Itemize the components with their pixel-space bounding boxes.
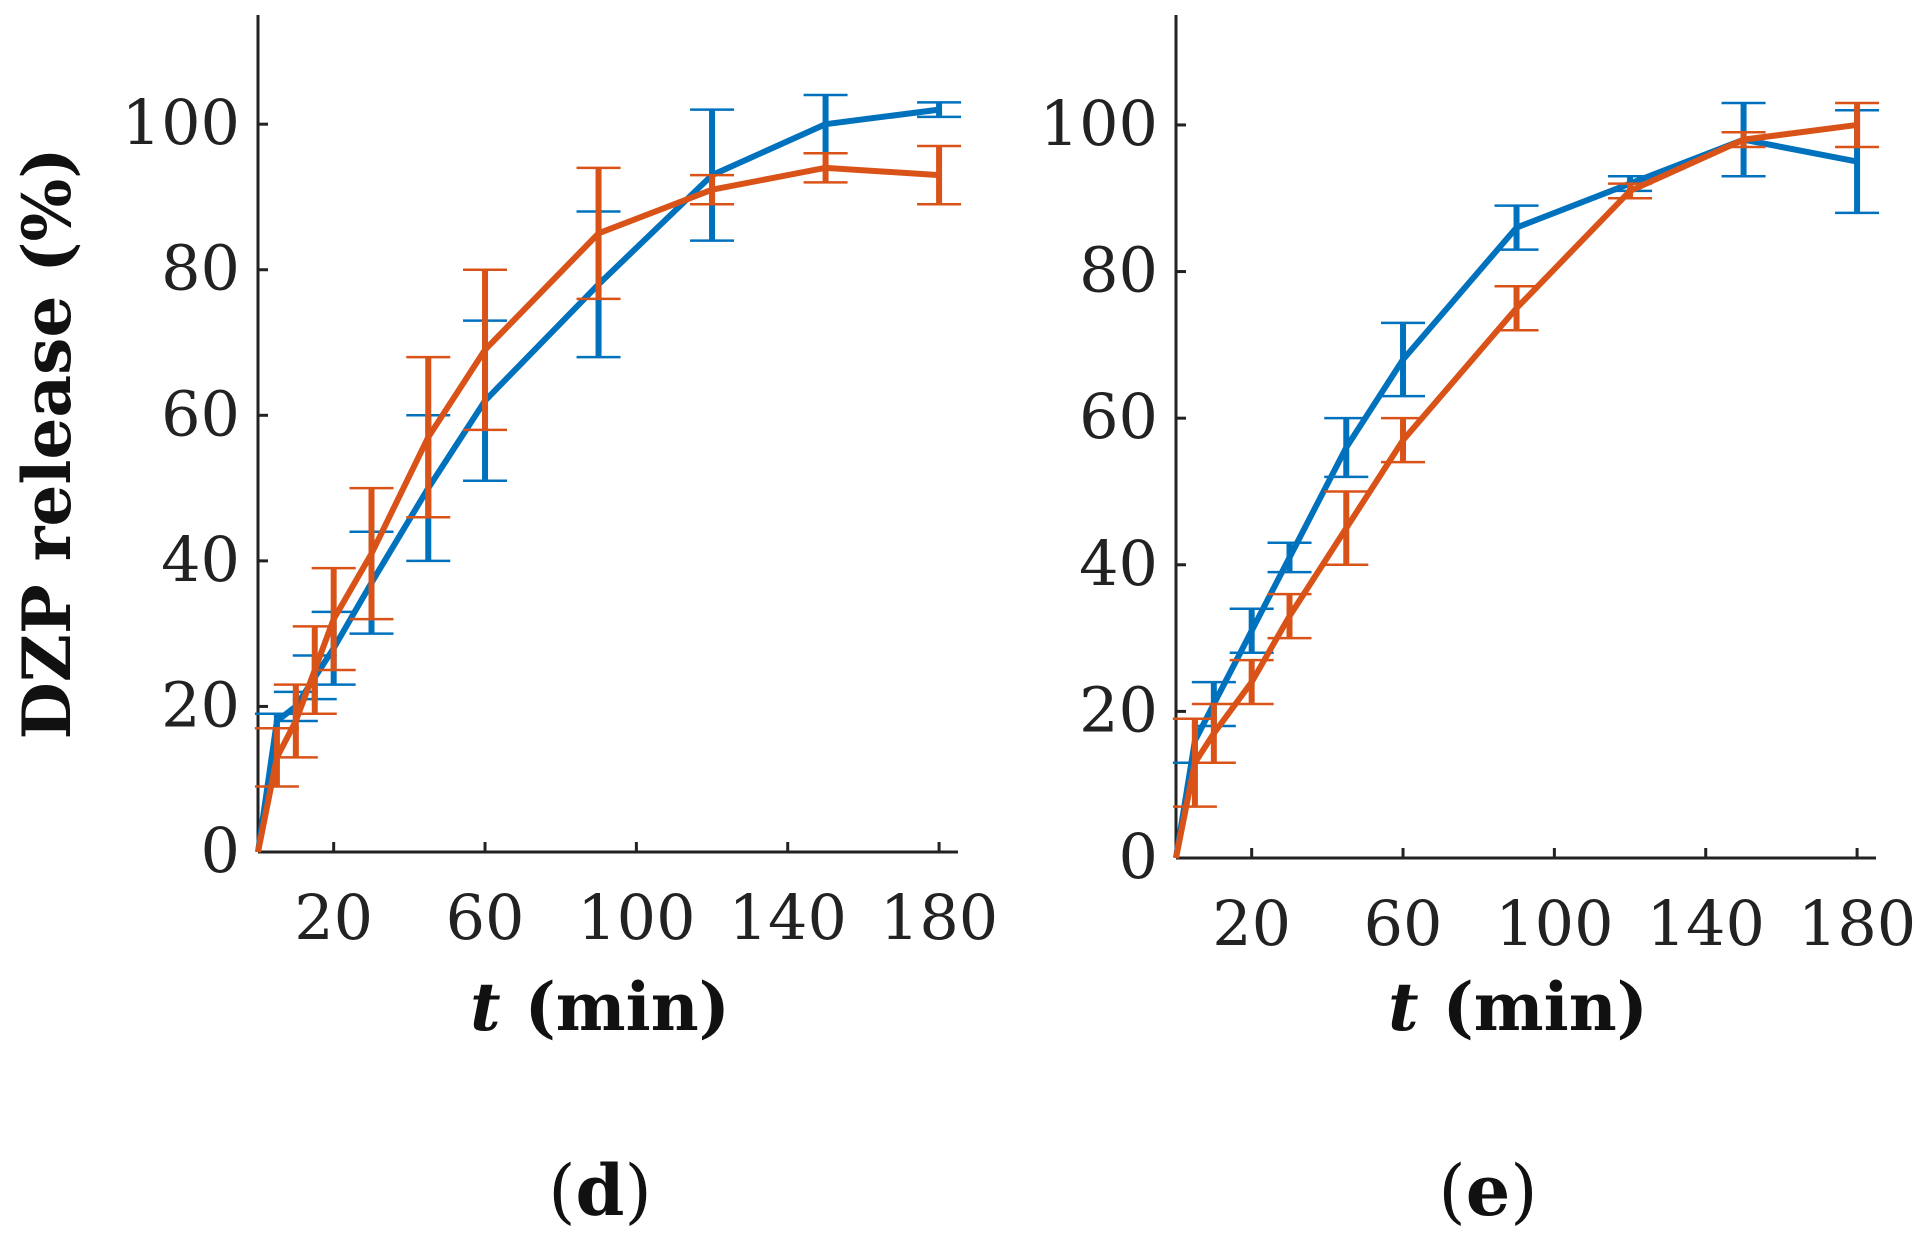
error-bar	[311, 566, 356, 672]
series-2	[254, 144, 962, 853]
y-tick-label: 20	[161, 668, 240, 741]
error-bar	[1324, 416, 1369, 479]
error-bar	[1267, 592, 1312, 640]
error-bar	[803, 152, 848, 184]
x-axis-unit: (min)	[525, 968, 730, 1046]
series-2	[1172, 101, 1880, 859]
x-axis-unit: (min)	[1443, 968, 1648, 1046]
error-bar	[1229, 607, 1274, 654]
chart-panel-d: 0 20 40 60 80 100 20 60 100 140 180 t (min) DZP relea…	[8, 15, 998, 1232]
chart-panel-e: 0 20 40 60 80 100 20 60 100 140 180 t (min) (e)	[1040, 15, 1916, 1232]
y-tick-label: 60	[161, 377, 240, 450]
y-tick-label: 100	[122, 86, 240, 159]
error-bar	[1494, 204, 1539, 251]
x-tick-label: 180	[880, 881, 998, 954]
x-axis-title: t (min)	[470, 968, 730, 1046]
error-bar	[1229, 658, 1274, 706]
y-tick-label: 80	[161, 232, 240, 305]
x-tick-label: 60	[446, 881, 525, 954]
x-tick-label: 100	[577, 881, 695, 954]
panel-label: (d)	[548, 1149, 652, 1232]
x-axis-title: t (min)	[1388, 968, 1648, 1046]
x-tick-label: 140	[1647, 887, 1765, 960]
series-1	[1172, 101, 1880, 859]
error-bar	[1494, 284, 1539, 332]
y-tick-label: 0	[1119, 820, 1158, 893]
error-bar	[463, 268, 508, 432]
error-bar	[917, 101, 962, 119]
x-axis-variable: t	[1388, 968, 1419, 1046]
error-bar	[349, 486, 394, 621]
series-1	[254, 93, 962, 853]
y-tick-label: 40	[1079, 527, 1158, 600]
y-tick-label: 60	[1079, 380, 1158, 453]
error-bar	[273, 683, 318, 759]
x-axis-variable: t	[470, 968, 501, 1046]
series-line	[255, 106, 940, 853]
y-tick-label: 20	[1079, 673, 1158, 746]
error-bar	[917, 144, 962, 206]
x-tick-label: 60	[1364, 887, 1443, 960]
error-bar	[1267, 541, 1312, 574]
error-bar	[1721, 131, 1766, 149]
panel-letter: e	[1466, 1149, 1511, 1232]
x-tick-label: 20	[1212, 887, 1291, 960]
x-tick-label: 20	[294, 881, 373, 954]
y-axis-title: DZP release (%)	[8, 148, 86, 740]
x-tick-label: 180	[1798, 887, 1916, 960]
y-tick-label: 40	[161, 523, 240, 596]
error-bar	[1608, 182, 1653, 200]
error-bar	[406, 355, 451, 519]
error-bar	[1381, 321, 1426, 398]
error-bar	[576, 166, 621, 301]
panel-letter: d	[576, 1149, 625, 1232]
panel-label: (e)	[1438, 1149, 1537, 1232]
y-tick-label: 100	[1040, 87, 1158, 160]
x-tick-label: 140	[729, 881, 847, 954]
error-bar	[1191, 702, 1236, 764]
error-bar	[1381, 416, 1426, 464]
error-bar	[1324, 490, 1369, 567]
x-tick-label: 100	[1495, 887, 1613, 960]
y-tick-label: 0	[201, 814, 240, 887]
error-bar	[690, 173, 735, 206]
y-tick-label: 80	[1079, 234, 1158, 307]
error-bar	[1835, 101, 1880, 149]
